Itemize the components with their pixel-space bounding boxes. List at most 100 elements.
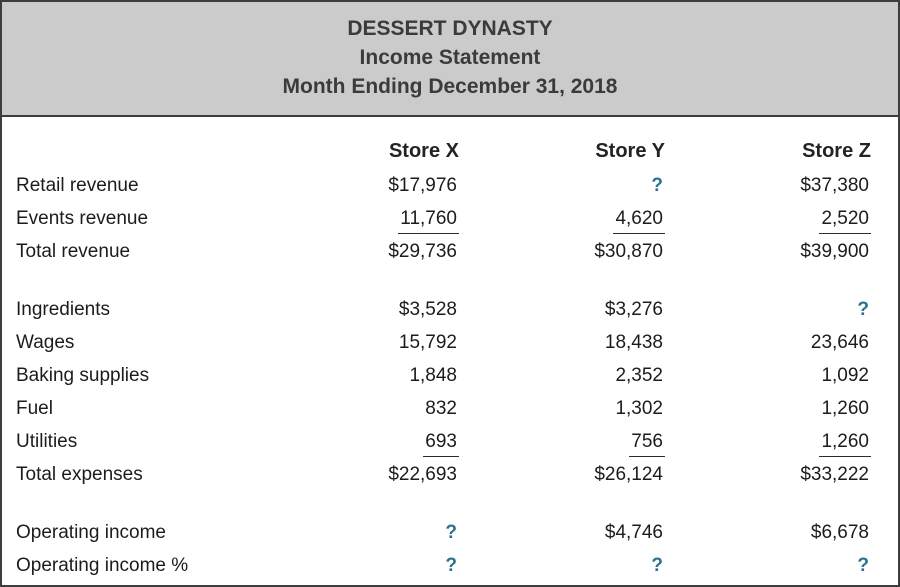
cell-store-z: ? [665,293,871,326]
table-row: Operating income ? $4,746 $6,678 [16,516,871,549]
cell-store-z: 1,092 [665,359,871,392]
cell-store-z: 23,646 [665,326,871,359]
table-rows: Retail revenue $17,976 ? $37,380 Events … [16,169,871,582]
cell-value: $29,736 [388,241,457,262]
table-row: Baking supplies 1,848 2,352 1,092 [16,359,871,392]
cell-store-z: 2,520 [665,202,871,235]
row-label: Operating income % [16,555,189,576]
cell-value: $4,746 [604,522,663,543]
column-header-store-x: Store X [388,140,459,162]
table-row: Utilities 693 756 1,260 [16,425,871,458]
cell-store-y: $4,746 [459,516,665,549]
cell-value: $30,870 [594,241,663,262]
cell-store-x: 693 [253,425,459,458]
cell-store-x: $29,736 [253,235,459,268]
cell-value: ? [651,555,663,576]
cell-value: 18,438 [604,332,663,353]
table-row: Wages 15,792 18,438 23,646 [16,326,871,359]
cell-value: ? [857,555,869,576]
cell-value: 832 [425,398,457,419]
table-row: Retail revenue $17,976 ? $37,380 [16,169,871,202]
cell-value: 756 [629,429,665,457]
cell-value: $3,276 [604,299,663,320]
cell-value: $37,380 [800,175,869,196]
cell-store-z: $37,380 [665,169,871,202]
table-row: Ingredients $3,528 $3,276 ? [16,293,871,326]
row-label: Operating income [16,522,166,543]
cell-value: 2,352 [615,365,663,386]
cell-value: 2,520 [819,206,871,234]
cell-store-x: 11,760 [253,202,459,235]
cell-value: $33,222 [800,464,869,485]
cell-value: $17,976 [388,175,457,196]
cell-value: 23,646 [810,332,869,353]
cell-value: 1,260 [819,429,871,457]
statement-period: Month Ending December 31, 2018 [282,75,618,98]
table-row: Total expenses $22,693 $26,124 $33,222 [16,458,871,491]
row-label: Wages [16,332,75,353]
cell-store-x: $22,693 [253,458,459,491]
cell-store-x: 1,848 [253,359,459,392]
table-row: Operating income % ? ? ? [16,549,871,582]
cell-store-x: 832 [253,392,459,425]
cell-store-y: $30,870 [459,235,665,268]
cell-value: ? [445,555,457,576]
cell-store-x: ? [253,516,459,549]
row-label: Utilities [16,431,78,452]
cell-store-y: ? [459,549,665,582]
row-label: Baking supplies [16,365,150,386]
row-label: Events revenue [16,208,149,229]
cell-store-y: 2,352 [459,359,665,392]
cell-store-x: $3,528 [253,293,459,326]
cell-value: $39,900 [800,241,869,262]
cell-value: 4,620 [613,206,665,234]
cell-store-y: 1,302 [459,392,665,425]
cell-value: $3,528 [398,299,457,320]
row-label: Ingredients [16,299,111,320]
cell-store-y: $26,124 [459,458,665,491]
statement-header: DESSERT DYNASTY Income Statement Month E… [2,2,898,117]
cell-value: ? [445,522,457,543]
cell-value: $6,678 [810,522,869,543]
cell-store-x: $17,976 [253,169,459,202]
cell-store-x: 15,792 [253,326,459,359]
cell-store-z: ? [665,549,871,582]
row-label: Total expenses [16,464,143,485]
table-row: Fuel 832 1,302 1,260 [16,392,871,425]
cell-value: 1,848 [409,365,457,386]
cell-store-z: $33,222 [665,458,871,491]
statement-title: Income Statement [359,46,541,69]
cell-value: ? [651,175,663,196]
cell-value: ? [857,299,869,320]
cell-store-y: 4,620 [459,202,665,235]
cell-value: $22,693 [388,464,457,485]
table-row: Events revenue 11,760 4,620 2,520 [16,202,871,235]
company-name: DESSERT DYNASTY [347,17,553,40]
cell-value: 693 [423,429,459,457]
column-headers: Store X Store Y Store Z [16,133,871,169]
cell-value: 1,302 [615,398,663,419]
cell-value: 11,760 [398,206,459,234]
cell-store-y: ? [459,169,665,202]
cell-store-y: 756 [459,425,665,458]
statement-body: Store X Store Y Store Z Retail revenue $… [2,117,898,585]
column-header-store-z: Store Z [802,140,871,162]
column-header-spacer [16,133,253,169]
table-row: Total revenue $29,736 $30,870 $39,900 [16,235,871,268]
cell-store-z: $39,900 [665,235,871,268]
cell-value: $26,124 [594,464,663,485]
cell-store-z: $6,678 [665,516,871,549]
cell-store-x: ? [253,549,459,582]
cell-value: 15,792 [398,332,457,353]
cell-store-z: 1,260 [665,392,871,425]
cell-store-y: 18,438 [459,326,665,359]
cell-store-z: 1,260 [665,425,871,458]
cell-value: 1,092 [821,365,869,386]
cell-store-y: $3,276 [459,293,665,326]
row-label: Fuel [16,398,53,419]
row-label: Retail revenue [16,175,139,196]
row-label: Total revenue [16,241,131,262]
cell-value: 1,260 [821,398,869,419]
column-header-store-y: Store Y [595,140,665,162]
